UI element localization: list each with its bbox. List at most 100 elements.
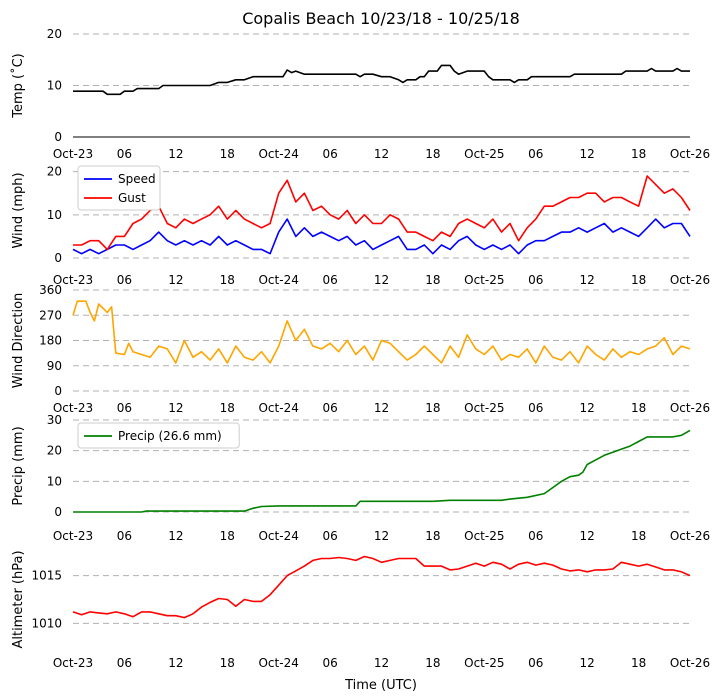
panel-1: 0 10 20 Oct-23 06 12 18 Oct-24 06 12 18 Oct-25 06 12 1… — [10, 27, 710, 161]
x-tick-label: 12 — [580, 529, 595, 543]
x-tick-label: 18 — [425, 401, 440, 415]
x-tick-label: Oct-25 — [464, 529, 504, 543]
y-tick-label: 10 — [47, 474, 62, 488]
x-tick-label: 12 — [580, 147, 595, 161]
y-tick-label: 1010 — [31, 616, 62, 630]
y-tick-label: 270 — [39, 308, 62, 322]
x-tick-label: Oct-23 — [53, 401, 93, 415]
x-tick-label: Oct-23 — [53, 656, 93, 670]
x-tick-label: 06 — [117, 529, 132, 543]
y-tick-label: 1015 — [31, 569, 62, 583]
series-line-temp — [73, 64, 690, 96]
x-tick-label: 06 — [528, 401, 543, 415]
x-tick-label: 06 — [528, 273, 543, 287]
series-line-gust — [73, 175, 691, 251]
x-tick-label: 18 — [425, 656, 440, 670]
x-tick-label: Oct-26 — [670, 273, 710, 287]
x-tick-label: 18 — [220, 656, 235, 670]
x-tick-label: 12 — [374, 273, 389, 287]
x-tick-label: 18 — [220, 273, 235, 287]
x-tick-label: Oct-25 — [464, 273, 504, 287]
y-tick-label: 20 — [47, 165, 62, 179]
x-tick-label: 06 — [117, 401, 132, 415]
x-tick-label: Oct-23 — [53, 529, 93, 543]
y-tick-label: 0 — [54, 505, 62, 519]
series-line-speed — [72, 218, 691, 255]
series-line-precip — [73, 429, 691, 513]
x-tick-label: 12 — [168, 273, 183, 287]
x-tick-label: 06 — [322, 401, 337, 415]
x-tick-label: 06 — [117, 273, 132, 287]
x-tick-label: Oct-24 — [258, 147, 298, 161]
y-tick-label: 20 — [47, 444, 62, 458]
x-tick-label: 06 — [528, 147, 543, 161]
x-axis-label: Time (UTC) — [344, 678, 417, 693]
x-tick-label: 06 — [117, 147, 132, 161]
x-tick-label: 06 — [528, 656, 543, 670]
x-tick-label: 12 — [168, 529, 183, 543]
x-tick-label: 06 — [322, 273, 337, 287]
x-tick-label: Oct-23 — [53, 147, 93, 161]
y-axis-label: Temp (˚C) — [10, 53, 26, 119]
legend-label-gust: Gust — [118, 191, 146, 205]
x-tick-label: Oct-26 — [670, 529, 710, 543]
legend-label-speed: Speed — [118, 172, 156, 186]
x-tick-label: Oct-24 — [258, 656, 298, 670]
y-axis-label: Altimeter (hPa) — [11, 550, 26, 648]
x-tick-label: 18 — [631, 147, 646, 161]
panels-container: 0 10 20 Oct-23 06 12 18 Oct-24 06 12 18 Oct-25 06 12 1… — [10, 27, 710, 670]
x-tick-label: 12 — [168, 401, 183, 415]
x-tick-label: 06 — [322, 529, 337, 543]
x-tick-label: 18 — [220, 147, 235, 161]
x-tick-label: 06 — [322, 656, 337, 670]
x-tick-label: 18 — [425, 273, 440, 287]
x-tick-label: 18 — [220, 529, 235, 543]
panel-2: 0 10 20 Oct-23 06 12 18 Oct-24 06 12 18 Oct-25 06 12 1… — [11, 165, 710, 287]
panel-5: 1010 1015 Oct-23 06 12 18 Oct-24 06 12 18 Oct-25 06… — [11, 550, 710, 670]
y-tick-label: 0 — [54, 251, 62, 265]
x-tick-label: Oct-26 — [670, 656, 710, 670]
x-tick-label: 18 — [220, 401, 235, 415]
y-tick-label: 180 — [39, 334, 62, 348]
x-tick-label: Oct-26 — [670, 401, 710, 415]
legend-box — [77, 165, 161, 211]
x-tick-label: 18 — [631, 656, 646, 670]
x-tick-label: Oct-26 — [670, 147, 710, 161]
x-tick-label: 12 — [168, 147, 183, 161]
x-tick-label: Oct-24 — [258, 529, 298, 543]
y-axis-label: Wind (mph) — [11, 172, 26, 248]
y-tick-label: 0 — [54, 384, 62, 398]
x-tick-label: Oct-25 — [464, 401, 504, 415]
x-tick-label: 12 — [374, 147, 389, 161]
x-tick-label: 06 — [528, 529, 543, 543]
x-tick-label: 18 — [425, 147, 440, 161]
y-tick-label: 10 — [47, 208, 62, 222]
x-tick-label: 18 — [631, 529, 646, 543]
x-tick-label: 12 — [580, 273, 595, 287]
x-tick-label: Oct-24 — [258, 273, 298, 287]
y-tick-label: 0 — [54, 130, 62, 144]
panel-4: 0 10 20 30 Oct-23 06 12 18 Oct-24 06 12 18 Oct-25 06 1… — [11, 413, 710, 543]
y-tick-label: 10 — [47, 79, 62, 93]
x-tick-label: 06 — [322, 147, 337, 161]
y-tick-label: 30 — [47, 413, 62, 427]
x-tick-label: 12 — [580, 401, 595, 415]
legend-label-precip: Precip (26.6 mm) — [118, 429, 222, 443]
x-tick-label: 18 — [631, 401, 646, 415]
y-tick-label: 20 — [47, 27, 62, 41]
x-tick-label: 06 — [117, 656, 132, 670]
x-tick-label: Oct-25 — [464, 147, 504, 161]
panel-3: 0 90 180 270 360 Oct-23 06 12 18 Oct-24 06 12 18 Oct-… — [11, 283, 710, 415]
series-line-direction — [72, 300, 691, 364]
x-tick-label: Oct-24 — [258, 401, 298, 415]
series-line-altimeter — [72, 555, 691, 619]
y-tick-label: 360 — [39, 283, 62, 297]
x-tick-label: 12 — [374, 401, 389, 415]
x-tick-label: Oct-23 — [53, 273, 93, 287]
y-axis-label: Precip (mm) — [11, 426, 26, 505]
chart-title: Copalis Beach 10/23/18 - 10/25/18 — [242, 9, 520, 28]
x-tick-label: Oct-25 — [464, 656, 504, 670]
x-tick-label: 12 — [374, 529, 389, 543]
x-tick-label: 18 — [631, 273, 646, 287]
